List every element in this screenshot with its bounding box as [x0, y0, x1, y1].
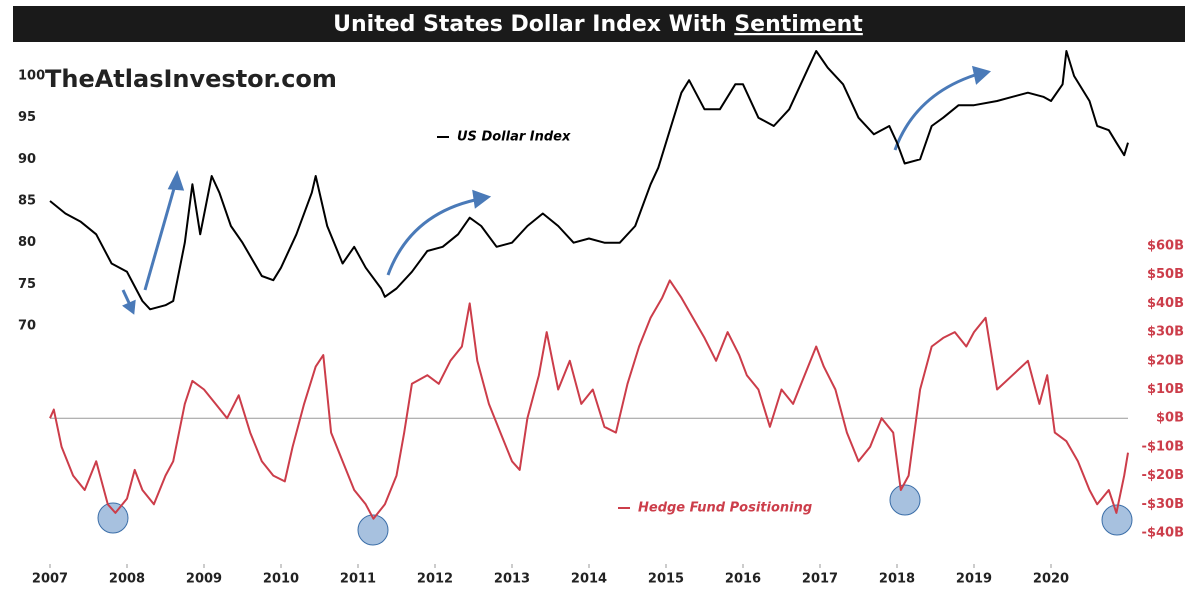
title-main: United States Dollar Index With	[333, 12, 726, 37]
x-tick-label: 2013	[494, 572, 530, 587]
series-line	[49, 50, 1129, 311]
highlight-circle	[889, 484, 921, 516]
y2-tick-label: $20B	[1147, 353, 1184, 368]
y2-tick-label: -$40B	[1142, 526, 1184, 541]
arrow-head	[122, 299, 136, 315]
y-tick-label: 75	[18, 277, 36, 292]
highlight-circle	[97, 502, 129, 534]
y-tick-label: 100	[18, 69, 45, 84]
y2-tick-label: $40B	[1147, 296, 1184, 311]
highlight-circles	[97, 484, 1133, 546]
x-tick-label: 2020	[1033, 572, 1069, 587]
x-tick-label: 2014	[571, 572, 607, 587]
y2-tick-label: -$20B	[1142, 468, 1184, 483]
x-tick-label: 2016	[725, 572, 761, 587]
watermark: TheAtlasInvestor.com	[45, 65, 337, 93]
arrow	[386, 198, 476, 276]
title-bar	[13, 6, 1185, 42]
legend-label: Hedge Fund Positioning	[638, 501, 812, 516]
x-tick-label: 2018	[879, 572, 915, 587]
x-tick-label: 2019	[956, 572, 992, 587]
highlight-circle	[1101, 504, 1133, 536]
highlight-circle	[357, 514, 389, 546]
arrow-head	[472, 189, 492, 209]
y2-tick-label: $0B	[1156, 411, 1184, 426]
y2-tick-label: $60B	[1147, 239, 1184, 254]
arrows	[121, 65, 992, 315]
x-tick-label: 2007	[32, 572, 68, 587]
x-tick-label: 2010	[263, 572, 299, 587]
arrow-head	[167, 170, 185, 191]
y-tick-label: 80	[18, 235, 36, 250]
series-line	[49, 279, 1129, 520]
y2-tick-label: $50B	[1147, 267, 1184, 282]
y2-tick-label: $10B	[1147, 382, 1184, 397]
y2-tick-label: $30B	[1147, 325, 1184, 340]
y2-tick-label: -$10B	[1142, 439, 1184, 454]
title-underlined: Sentiment	[734, 12, 863, 37]
x-tick-label: 2011	[340, 572, 376, 587]
x-tick-label: 2015	[648, 572, 684, 587]
arrow	[143, 184, 177, 291]
x-tick-label: 2017	[802, 572, 838, 587]
x-tick-label: 2008	[109, 572, 145, 587]
y-tick-label: 90	[18, 152, 36, 167]
chart-title: United States Dollar Index With Sentimen…	[333, 12, 863, 37]
arrow-head	[972, 65, 992, 85]
y2-tick-label: -$30B	[1142, 497, 1184, 512]
x-tick-label: 2009	[186, 572, 222, 587]
arrow	[121, 289, 132, 306]
x-tick-label: 2012	[417, 572, 453, 587]
legend-label: US Dollar Index	[457, 130, 571, 145]
y-tick-label: 70	[18, 319, 36, 334]
y-tick-label: 95	[18, 110, 36, 125]
y-tick-label: 85	[18, 194, 36, 209]
arrow	[893, 73, 976, 151]
